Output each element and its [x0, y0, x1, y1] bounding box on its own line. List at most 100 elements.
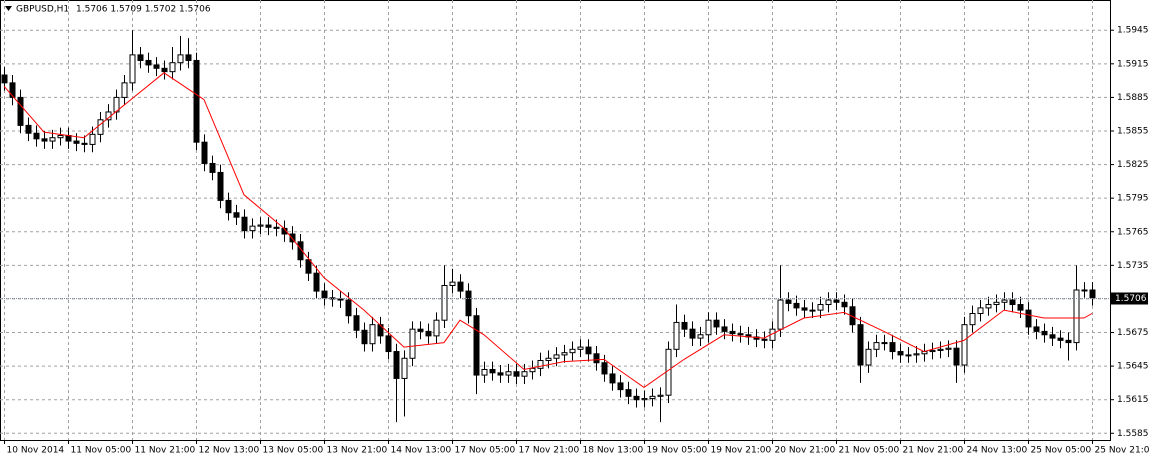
candle-body	[481, 368, 488, 376]
candle-body	[249, 225, 256, 232]
candle-body	[449, 281, 456, 286]
y-tick-label: 1.5585	[1117, 429, 1149, 439]
candle-body	[897, 351, 904, 356]
candle-body	[833, 299, 840, 303]
candle-body	[57, 134, 64, 139]
candle-body	[385, 335, 392, 353]
candle-body	[529, 367, 536, 373]
candle-body	[457, 281, 464, 292]
candle-body	[505, 371, 512, 376]
candle-body	[737, 333, 744, 336]
candle-body	[193, 59, 200, 143]
x-tick-label: 25 Nov 21:00	[1095, 446, 1149, 456]
candle-body	[129, 54, 136, 84]
candle-body	[313, 272, 320, 292]
candle-body	[817, 304, 824, 311]
candle-body	[49, 137, 56, 142]
candle-body	[777, 299, 784, 330]
candle-body	[25, 124, 32, 134]
y-tick-label: 1.5645	[1117, 362, 1149, 372]
candle-body	[73, 140, 80, 144]
candle-body	[561, 352, 568, 356]
candle-body	[473, 315, 480, 376]
candle-body	[513, 371, 520, 377]
candle-body	[625, 389, 632, 397]
last-price-box	[1111, 292, 1148, 305]
candle-body	[89, 133, 96, 145]
candle-body	[617, 382, 624, 391]
x-tick-label: 21 Nov 21:00	[903, 446, 964, 456]
chart-title: GBPUSD,H1	[16, 5, 69, 15]
candle-body	[433, 319, 440, 337]
x-tick-label: 14 Nov 13:00	[391, 446, 452, 456]
candle-body	[273, 226, 280, 229]
x-tick-label: 19 Nov 21:00	[711, 446, 772, 456]
candle-body	[393, 351, 400, 379]
x-tick-label: 25 Nov 05:00	[1031, 446, 1092, 456]
candle-body	[209, 162, 216, 173]
candle-body	[825, 299, 832, 306]
candle-body	[993, 301, 1000, 306]
candle-body	[985, 304, 992, 309]
candle-body	[1025, 309, 1032, 328]
candle-body	[689, 328, 696, 339]
candle-body	[305, 259, 312, 274]
candle-body	[81, 142, 88, 145]
candle-body	[961, 324, 968, 366]
x-tick-label: 17 Nov 05:00	[455, 446, 516, 456]
y-tick-label: 1.5825	[1117, 160, 1149, 170]
ohlc-text: 1.5706 1.5709 1.5702 1.5706	[76, 5, 211, 15]
candle-body	[593, 353, 600, 364]
y-tick-label: 1.5885	[1117, 93, 1149, 103]
candle-body	[553, 354, 560, 359]
candle-body	[465, 290, 472, 317]
last-price-label: 1.5706	[1115, 294, 1147, 304]
x-tick-label: 20 Nov 21:00	[775, 446, 836, 456]
candle-body	[169, 62, 176, 73]
candle-body	[33, 132, 40, 140]
candle-body	[1089, 289, 1096, 299]
candle-body	[409, 328, 416, 359]
candle-body	[1017, 304, 1024, 311]
candle-body	[121, 82, 128, 98]
candle-body	[761, 338, 768, 341]
x-tick-label: 12 Nov 13:00	[199, 446, 260, 456]
candle-body	[881, 342, 888, 345]
candle-body	[953, 347, 960, 366]
candle-body	[1081, 289, 1088, 292]
candle-body	[841, 301, 848, 308]
candle-body	[809, 309, 816, 312]
candle-body	[697, 334, 704, 339]
y-tick-label: 1.5735	[1117, 261, 1149, 271]
candle-body	[545, 357, 552, 362]
y-tick-label: 1.5945	[1117, 26, 1149, 36]
plot-frame	[0, 0, 1111, 441]
candle-body	[569, 348, 576, 354]
x-tick-label: 11 Nov 05:00	[71, 446, 132, 456]
candle-body	[201, 141, 208, 164]
candle-body	[41, 138, 48, 142]
candle-body	[1, 74, 8, 84]
candle-body	[1065, 339, 1072, 344]
candle-body	[633, 395, 640, 401]
candle-body	[321, 290, 328, 299]
candle-body	[345, 299, 352, 317]
candle-body	[977, 307, 984, 314]
candle-body	[489, 368, 496, 374]
candle-body	[537, 360, 544, 369]
candle-body	[521, 371, 528, 377]
candle-body	[217, 171, 224, 201]
candle-body	[793, 302, 800, 309]
candle-body	[705, 319, 712, 336]
candle-body	[417, 328, 424, 332]
candle-body	[801, 307, 808, 311]
candle-body	[609, 373, 616, 384]
candle-body	[225, 199, 232, 214]
x-tick-label: 13 Nov 21:00	[327, 446, 388, 456]
candle-body	[401, 357, 408, 379]
candle-body	[969, 312, 976, 326]
candle-body	[337, 298, 344, 301]
x-tick-label: 18 Nov 13:00	[583, 446, 644, 456]
candle-body	[665, 348, 672, 396]
